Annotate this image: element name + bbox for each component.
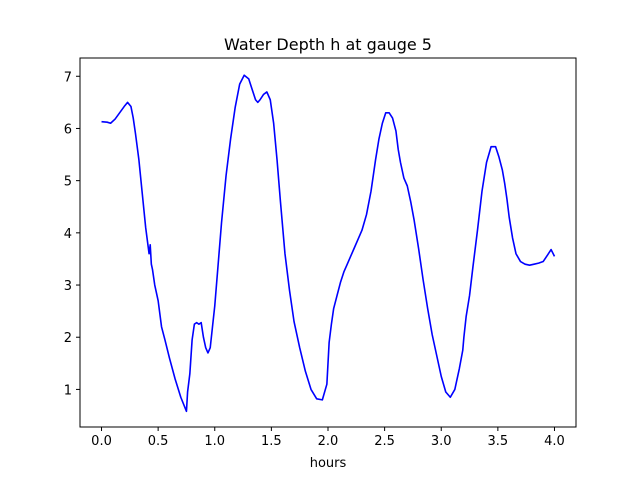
plot-area xyxy=(101,74,556,413)
x-tick-label: 4.0 xyxy=(544,434,565,449)
x-tick-label: 1.0 xyxy=(204,434,225,449)
chart-title: Water Depth h at gauge 5 xyxy=(224,35,432,54)
x-tick-label: 3.0 xyxy=(431,434,452,449)
y-tick-label: 7 xyxy=(64,70,72,85)
y-tick-label: 3 xyxy=(64,279,72,294)
y-tick-label: 5 xyxy=(64,175,72,190)
x-axis: 0.0 0.5 1.0 1.5 2.0 2.5 3.0 3.5 4.0 xyxy=(91,427,565,449)
x-tick-label: 3.5 xyxy=(488,434,509,449)
x-axis-label: hours xyxy=(310,456,347,471)
y-tick-label: 4 xyxy=(64,227,72,242)
x-tick-label: 2.0 xyxy=(318,434,339,449)
x-tick-label: 0.0 xyxy=(91,434,112,449)
x-tick-label: 2.5 xyxy=(374,434,395,449)
y-tick-label: 2 xyxy=(64,331,72,346)
x-tick-label: 1.5 xyxy=(261,434,282,449)
series-line-0 xyxy=(101,74,556,413)
y-tick-label: 1 xyxy=(64,383,72,398)
y-axis: 1 2 3 4 5 6 7 xyxy=(64,70,80,398)
x-tick-label: 0.5 xyxy=(148,434,169,449)
y-tick-label: 6 xyxy=(64,122,72,137)
